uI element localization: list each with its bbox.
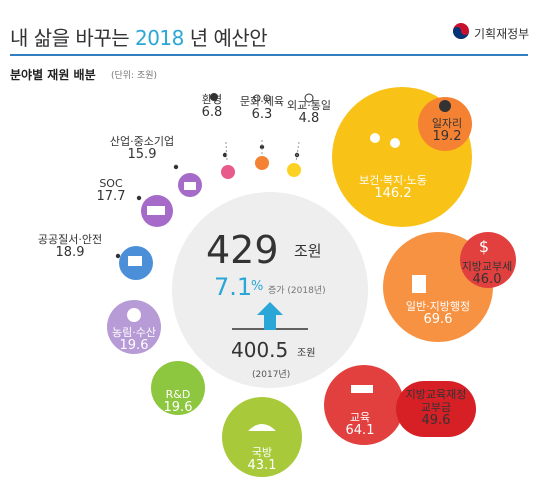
public-order-value: 18.9 [55,245,85,261]
soc-value: 17.7 [96,189,126,205]
glasses-icon [253,94,261,102]
building-icon [412,275,426,293]
rnd-label: R&D 19.6 [153,388,203,416]
prev-year: (2017년) [252,370,291,380]
page-title: 내 삶을 바꾸는 2018 년 예산안 [10,26,268,50]
helmet-icon [248,424,276,431]
education-grant-label: 교부금 49.6 [396,401,476,429]
rnd-bubble [151,361,205,415]
welfare-name: 보건·복지·노동 [359,174,427,187]
culture-bubble [255,156,269,170]
factory-icon [184,182,196,190]
tree-icon [210,93,218,101]
glasses-icon-2 [263,94,271,102]
rnd-name: R&D [165,388,191,401]
family-icon [370,133,380,143]
environment-leader-dot [222,152,228,158]
public-order-name: 공공질서·안전 [37,233,103,246]
admin-value: 69.6 [423,312,453,328]
welfare-label: 보건·복지·노동 146.2 [338,174,448,202]
environment-name: 환경 [201,93,223,106]
jobs-value: 19.2 [432,129,462,145]
soc-leader-dot [136,195,142,201]
diplomacy-name: 외교·통일 [287,99,331,112]
title-rule [10,54,528,56]
education-grant-bubble [396,381,476,437]
jobs-label: 일자리 19.2 [417,117,477,145]
culture-leader-dot [259,144,265,150]
jobs-bubble [418,97,472,151]
diplomacy-leader-line [295,141,300,163]
diplomacy-bubble [287,163,301,177]
industry-label: 산업·중소기업 15.9 [92,135,192,163]
cctv-icon [128,256,142,266]
welfare-value: 146.2 [374,186,412,202]
soc-label: SOC 17.7 [61,177,161,205]
agriculture-label: 농림·수산 19.6 [104,326,164,354]
increase-arrow-icon [257,302,283,330]
education-bubble [324,365,404,445]
culture-name: 문화·체육 [240,95,284,108]
worker-icon [439,100,451,112]
garlic-icon [127,308,141,322]
chart-subtitle: 분야별 재원 배분 [10,68,96,82]
industry-value: 15.9 [127,147,157,163]
education-grant-line1-name: 지방교육재정 [405,388,467,401]
environment-leader-line [225,141,228,163]
education-grant-line1-label: 지방교육재정 [396,388,476,401]
education-grant-value: 49.6 [421,413,451,429]
excavator-icon [147,206,165,215]
prev-total-value: 400.5 [231,338,289,362]
agriculture-value: 19.6 [119,338,149,354]
diplomacy-label: 외교·통일 4.8 [259,99,359,127]
agriculture-name: 농림·수산 [112,326,156,339]
local-grant-label: 지방교부세 46.0 [452,260,522,288]
jobs-name: 일자리 [431,117,463,130]
soc-name: SOC [99,177,123,190]
environment-label: 환경 6.8 [162,93,262,121]
culture-label: 문화·체육 6.3 [212,95,312,123]
admin-name: 일반·지방행정 [405,300,471,313]
industry-leader-dot [173,164,179,170]
defense-value: 43.1 [247,458,277,474]
prev-total-unit: 조원 [297,348,316,359]
diplomacy-value: 4.8 [298,111,320,127]
local-grant-name: 지방교부세 [461,260,513,273]
education-name: 교육 [349,411,371,424]
public-order-leader-dot [115,253,121,259]
environment-bubble [221,165,235,179]
industry-name: 산업·중소기업 [109,135,175,148]
book-icon [351,385,373,393]
unit-label: (단위: 조원) [111,71,158,81]
agriculture-bubble [107,300,161,354]
growth-rate-symbol: % [251,279,264,294]
globe-icon [304,93,314,103]
family-icon-2 [390,138,400,148]
defense-name: 국방 [251,446,273,459]
education-grant-name: 교부금 [420,401,452,414]
defense-label: 국방 43.1 [232,446,292,474]
environment-value: 6.8 [201,105,223,121]
culture-value: 6.3 [251,107,273,123]
public-order-label: 공공질서·안전 18.9 [20,233,120,261]
dollar-icon: $ [479,237,489,256]
education-label: 교육 64.1 [330,411,390,439]
local-grant-value: 46.0 [472,272,502,288]
education-value: 64.1 [345,423,375,439]
admin-label: 일반·지방행정 69.6 [383,300,493,328]
defense-bubble [222,397,302,477]
taegeuk-logo-icon [453,23,469,39]
total-circle [172,192,368,388]
growth-rate-text: 증가 (2018년) [268,286,326,296]
local-grant-bubble [460,232,516,288]
growth-rate: 7.1 [214,273,253,301]
total-value: 429 [206,228,279,272]
ministry-name: 기획재정부 [474,27,530,41]
rnd-value: 19.6 [163,400,193,416]
total-unit: 조원 [294,242,322,260]
